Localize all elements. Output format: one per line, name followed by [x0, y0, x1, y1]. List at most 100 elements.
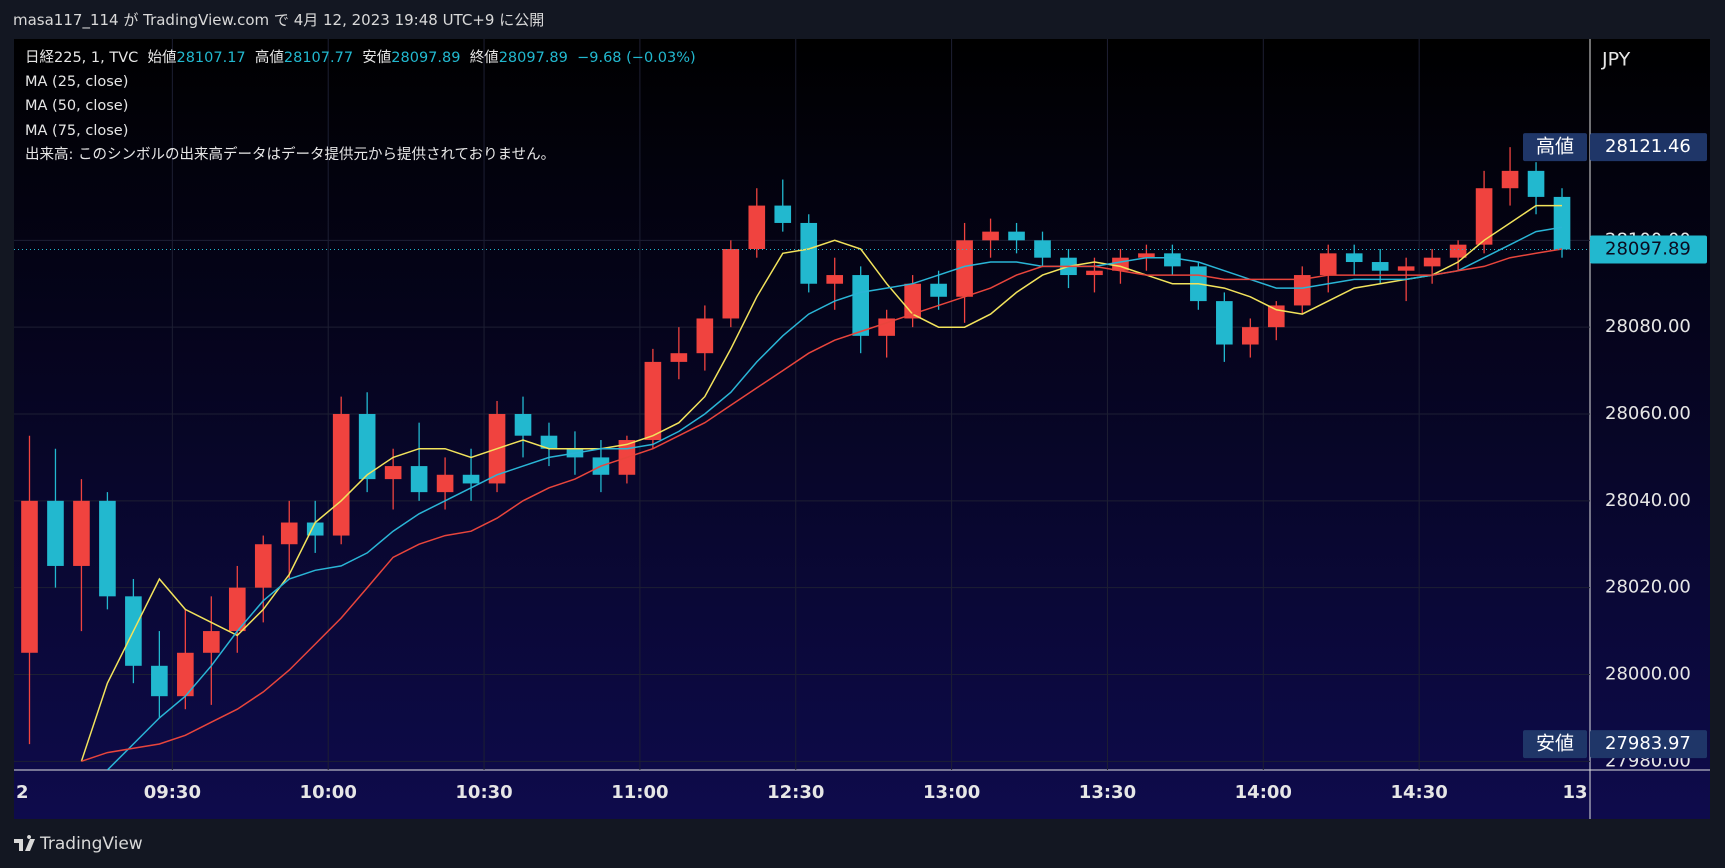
- candle-body: [1293, 275, 1311, 306]
- candle-body: [696, 318, 714, 354]
- candle-body: [878, 318, 895, 336]
- price-marker-box: [1590, 730, 1707, 759]
- candle-body: [540, 435, 558, 449]
- brand-logo: [14, 835, 35, 851]
- plot: [14, 147, 1590, 770]
- candle-body: [228, 587, 246, 632]
- candle-body: [384, 466, 402, 480]
- current-price-value: 28097.89: [1605, 238, 1691, 259]
- candle-body: [982, 231, 999, 241]
- ohlc-value: 28107.77: [283, 50, 354, 66]
- candle-body: [1008, 231, 1025, 241]
- candle-body: [800, 222, 818, 284]
- candle-body: [1164, 253, 1181, 267]
- price-marker-value: 27983.97: [1605, 733, 1691, 754]
- candle-body: [177, 652, 194, 697]
- candle-body: [436, 474, 454, 493]
- candle-body: [254, 544, 272, 588]
- volume-note: 出来高: このシンボルの出来高データはデータ提供元から提供されておりません。: [25, 146, 556, 163]
- candle-body: [644, 361, 662, 441]
- candle-body: [1527, 170, 1545, 197]
- candle-body: [670, 353, 688, 362]
- candle-body: [47, 500, 64, 566]
- legend-entry: MA (50, close): [25, 98, 129, 115]
- x-tick-label: 12:30: [767, 782, 824, 803]
- candle-body: [826, 275, 844, 284]
- candle-body: [1397, 266, 1415, 271]
- candle-body: [722, 249, 740, 319]
- ohlc-label: 高値: [254, 50, 284, 66]
- grid: [14, 39, 1590, 770]
- currency: JPY: [1601, 49, 1631, 71]
- price-marker-label-box: [1523, 133, 1587, 162]
- candle-body: [1216, 301, 1233, 345]
- y-tick-label: 28040.00: [1605, 490, 1691, 511]
- ma-line: [80, 204, 1562, 762]
- candle-body: [21, 500, 38, 653]
- footer-brand: TradingView: [40, 834, 143, 854]
- x-tick-label: 13:00: [923, 782, 980, 803]
- candle-body: [73, 500, 90, 566]
- price-marker-label: 安値: [1536, 733, 1574, 755]
- legend-entry: MA (25, close): [25, 74, 129, 91]
- ohlc-label: 終値: [469, 50, 499, 66]
- ma-line: [106, 226, 1563, 770]
- candle-body: [1423, 257, 1441, 267]
- price-marker-box: [1590, 133, 1707, 162]
- candle-body: [1371, 262, 1389, 271]
- ohlc-value: 28097.89: [498, 50, 568, 66]
- candle-body: [1501, 170, 1519, 189]
- candle-body: [1475, 188, 1493, 245]
- candle-body: [956, 240, 973, 297]
- candle-body: [774, 205, 792, 223]
- x-tick-label: 09:30: [144, 782, 201, 803]
- x-tick-label: 14:30: [1391, 782, 1448, 803]
- y-tick-label: 28080.00: [1605, 316, 1691, 337]
- legend: 日経225, 1, TVC 始値28107.17 高値28107.77 安値28…: [25, 46, 696, 167]
- candle-body: [280, 522, 298, 545]
- price-marker-label: 高値: [1536, 136, 1574, 158]
- ohlc-value: 28107.17: [176, 50, 246, 66]
- x-tick-label: 10:00: [300, 782, 357, 803]
- candle-body: [930, 283, 947, 297]
- ohlc-value: 28097.89: [391, 50, 461, 66]
- ma-line: [81, 248, 1563, 763]
- candle-body: [1319, 253, 1337, 276]
- candle-body: [852, 275, 869, 336]
- candle-body: [151, 665, 168, 697]
- candle-body: [1138, 253, 1155, 258]
- candle-body: [99, 500, 116, 597]
- candle-body: [748, 205, 766, 250]
- candle-body: [1086, 270, 1103, 276]
- candle-body: [203, 631, 220, 653]
- chart-panel: [14, 39, 1710, 819]
- publish-header: masa117_114 が TradingView.com で 4月 12, 2…: [13, 11, 545, 29]
- ohlc-label: 始値: [147, 50, 177, 66]
- candle-body: [1267, 305, 1285, 328]
- candle-body: [1449, 244, 1467, 258]
- axes: 27980.0028000.0028020.0028040.0028060.00…: [16, 133, 1707, 803]
- change: −9.68 (−0.03%): [577, 50, 696, 66]
- price-marker-value: 28121.46: [1605, 136, 1691, 157]
- x-tick-label: 14:00: [1235, 782, 1292, 803]
- x-tick-label: 11:00: [611, 782, 668, 803]
- candle-body: [358, 413, 376, 480]
- x-tick-label: 13: [1562, 782, 1587, 803]
- symbol: 日経225, 1, TVC: [25, 50, 139, 66]
- candle-body: [1553, 196, 1571, 250]
- candle-body: [1242, 327, 1259, 345]
- x-tick-label: 10:30: [455, 782, 512, 803]
- ohlc-row: 日経225, 1, TVC 始値28107.17 高値28107.77 安値28…: [25, 46, 696, 70]
- current-price-box: [1590, 235, 1707, 264]
- price-marker-label-box: [1523, 730, 1587, 759]
- candle-body: [410, 466, 428, 493]
- x-tick-label: 2: [16, 782, 29, 803]
- candle-body: [462, 474, 480, 484]
- candle-body: [1345, 253, 1363, 263]
- x-tick-label: 13:30: [1079, 782, 1136, 803]
- legend-entry: MA (75, close): [25, 122, 129, 139]
- y-tick-label: 28020.00: [1605, 577, 1691, 598]
- ohlc-label: 安値: [362, 50, 392, 66]
